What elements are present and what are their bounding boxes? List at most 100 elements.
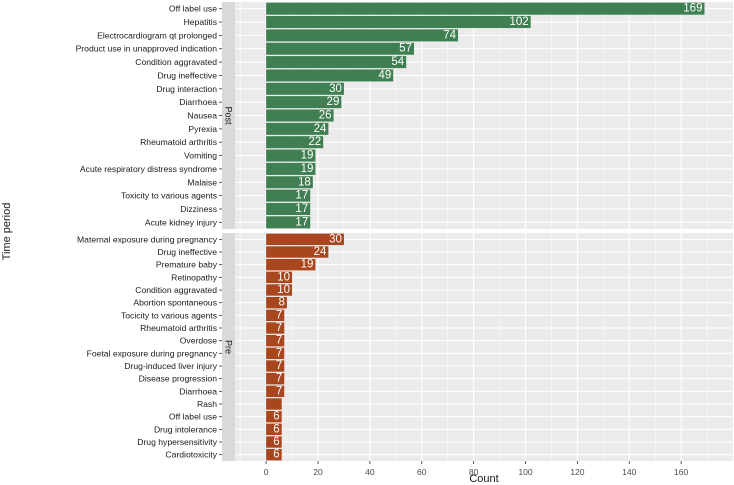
x-tick-label: 80 [469,467,479,477]
category-label: Drug ineffective [157,247,217,257]
data-label: 7 [276,347,282,359]
x-tick-label: 160 [674,467,689,477]
category-label: Condition aggravated [135,57,217,67]
data-label: 17 [295,203,308,215]
category-label: Diarrhoea [179,97,217,107]
category-label: Rheumatoid arthritis [140,323,217,333]
bar-pre [266,423,282,436]
bar-post [266,96,342,109]
category-label: Pyrexia [188,124,217,134]
bar-pre [266,258,316,271]
data-label: 7 [276,322,282,334]
data-label: 19 [301,259,314,271]
category-label: Drug interaction [156,84,217,94]
data-label: 30 [329,233,342,245]
bar-post [266,216,311,229]
x-tick-label: 120 [570,467,585,477]
category-label: Diarrhoea [179,386,217,396]
x-tick-label: 100 [518,467,533,477]
bar-pre [266,322,285,334]
category-label: Foetal exposure during pregnancy [87,348,218,358]
data-label: 8 [278,297,284,309]
bar-post [266,29,459,42]
category-label: Off label use [169,4,217,14]
facet-label-post: Post [224,106,234,125]
bar-post [266,176,313,189]
category-label: Toxicity to various agents [121,191,217,201]
facet-strip-post [222,2,235,229]
category-label: Vomiting [184,151,217,161]
data-label: 6 [273,449,279,461]
data-label: 6 [273,436,279,448]
data-label: 17 [295,216,308,228]
data-label: 49 [378,69,391,81]
y-axis-title: Time period [1,203,13,261]
data-label: 18 [298,176,311,188]
category-label: Product use in unapproved indication [76,44,218,54]
category-label: Dizziness [180,204,217,214]
bar-pre [266,448,282,461]
category-label: Drug intolerance [154,424,217,434]
category-label: Malaise [187,177,217,187]
category-label: Acute kidney injury [145,217,218,227]
bar-pre [266,398,282,410]
x-tick-label: 140 [622,467,637,477]
x-tick-label: 60 [417,467,427,477]
data-label: 169 [683,3,702,15]
category-label: Rash [197,399,217,409]
data-label: 24 [314,246,327,258]
bar-pre [266,246,329,258]
bar-post [266,16,531,29]
bar-pre [266,334,285,347]
data-label: 57 [399,43,412,55]
data-label: 7 [276,309,282,321]
bar-post [266,189,311,202]
bar-pre [266,296,287,309]
category-label: Nausea [187,111,217,121]
bar-post [266,202,311,215]
data-label: 26 [319,110,332,122]
bar-pre [266,410,282,423]
x-tick-label: 20 [313,467,323,477]
category-label: Condition aggravated [135,285,217,295]
category-label: Drug-induced liver injury [124,361,217,371]
bar-post [266,122,329,135]
bar-post [266,162,316,175]
category-label: Off label use [169,412,217,422]
bar-pre [266,284,293,296]
category-label: Tocicity to various agents [121,310,217,320]
category-label: Electrocardiogram qt prolonged [97,30,217,40]
category-label: Cardiotoxicity [165,450,217,460]
category-label: Retinopathy [171,272,218,282]
category-label: Hepatitis [184,17,217,27]
data-label: 30 [329,83,342,95]
data-label: 7 [276,373,282,385]
data-label: 19 [301,150,314,162]
category-label: Drug ineffective [157,70,217,80]
facet-label-pre: Pre [224,340,234,354]
bar-post [266,2,705,15]
category-label: Disease progression [139,374,218,384]
bar-pre [266,372,285,385]
bar-pre [266,385,285,398]
bar-post [266,82,344,95]
data-label: 24 [314,123,327,135]
bar-post [266,109,334,122]
data-label: 10 [277,271,290,283]
data-label: 102 [510,16,529,28]
data-label: 7 [276,360,282,372]
bar-post [266,56,407,69]
bar-pre [266,271,293,284]
category-label: Abortion spontaneous [133,298,217,308]
bar-pre [266,309,285,322]
bar-post [266,149,316,162]
category-label: Acute respiratory distress syndrome [80,164,217,174]
bar-pre [266,360,285,372]
data-label: 54 [391,56,404,68]
bar-post [266,42,414,55]
data-label: 6 [273,411,279,423]
data-label: 19 [301,163,314,175]
category-label: Premature baby [156,260,218,270]
data-label: 17 [295,190,308,202]
category-label: Overdose [180,336,217,346]
